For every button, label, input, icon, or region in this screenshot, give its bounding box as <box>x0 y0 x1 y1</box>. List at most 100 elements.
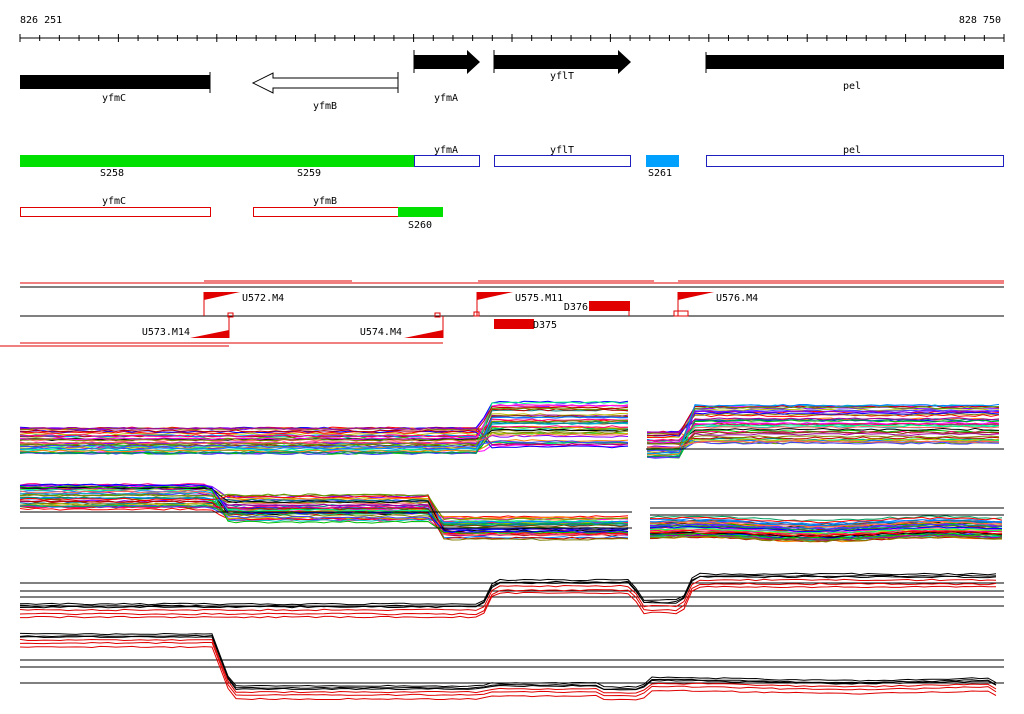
profile-line <box>649 535 1003 543</box>
summary-line <box>19 635 997 691</box>
gene-pel[interactable]: pel <box>705 52 1004 92</box>
feature-track: U572.M4 U573.M14 U574.M4 U575.M11 U576.M… <box>0 280 1004 347</box>
segment-S260[interactable] <box>398 207 443 217</box>
profile-line <box>646 406 999 449</box>
profile-line <box>19 403 629 441</box>
gene-box-yfmC[interactable] <box>20 207 211 217</box>
promoter-U576[interactable]: U576.M4 <box>673 292 758 317</box>
profile-line <box>646 417 1000 434</box>
gene-box-pel[interactable] <box>706 155 1004 167</box>
gene-yflT[interactable]: yflT <box>493 50 631 82</box>
summary-line <box>19 634 997 690</box>
expression-panel-minus-summary <box>19 632 1004 701</box>
profile-line <box>646 431 1000 451</box>
gene-box-label: pel <box>843 145 861 156</box>
profile-line <box>19 421 629 455</box>
segment-track-minus: yfmC yfmB S260 <box>20 196 443 231</box>
ruler-end-label: 828 750 <box>959 15 1001 26</box>
profile-line <box>19 419 629 446</box>
coordinate-ruler: 826 251 828 750 <box>19 15 1005 42</box>
gene-box-label: yfmA <box>434 145 458 156</box>
summary-line <box>19 582 997 616</box>
profile-line <box>649 527 1003 534</box>
segment-track-plus: S258 S259 S261 yfmA yflT pel <box>20 145 1004 179</box>
profile-line <box>646 441 1000 452</box>
gene-yfmB[interactable]: yfmB <box>251 72 399 112</box>
gene-box-yfmA[interactable] <box>414 155 480 167</box>
profile-line <box>19 495 629 535</box>
gene-yfmA[interactable]: yfmA <box>413 50 480 104</box>
feature-label: U575.M11 <box>515 293 563 304</box>
profile-line <box>649 520 1003 528</box>
expression-panel-plus-multicolor <box>19 400 1004 459</box>
profile-line <box>19 426 629 446</box>
profile-line <box>650 516 1003 524</box>
profile-line <box>646 427 1000 445</box>
profile-line <box>19 486 629 533</box>
segment-S261[interactable] <box>646 155 679 167</box>
gene-label: yfmA <box>434 93 458 104</box>
segment-label: S258 <box>100 168 124 179</box>
profile-line <box>647 408 1000 439</box>
terminator-D376[interactable]: D376 <box>564 301 630 316</box>
gene-box-yflT[interactable] <box>494 155 631 167</box>
segment-label: S260 <box>408 220 432 231</box>
summary-line <box>19 574 997 608</box>
profile-line <box>19 433 629 445</box>
ruler-start-label: 826 251 <box>20 15 62 26</box>
profile-line <box>19 418 629 438</box>
feature-label: U576.M4 <box>716 293 758 304</box>
profile-line <box>19 416 629 451</box>
expression-panel-plus-summary <box>19 572 1004 619</box>
feature-label: U574.M4 <box>360 327 402 338</box>
gene-box-label: yflT <box>550 145 574 156</box>
profile-line <box>19 483 629 533</box>
gene-label: yflT <box>550 71 574 82</box>
profile-line <box>19 496 629 527</box>
profile-line <box>646 438 1000 453</box>
gene-box-yfmB[interactable] <box>253 207 399 217</box>
feature-label: D375 <box>533 320 557 331</box>
summary-line <box>19 572 997 606</box>
expression-panel-minus-multicolor <box>19 483 1004 543</box>
terminator-D375[interactable]: D375 <box>494 319 557 331</box>
profile-line <box>646 424 1000 451</box>
gene-track-top: yfmC yfmB yfmA yflT pel <box>20 50 1004 112</box>
profile-line <box>646 410 1000 449</box>
profile-line <box>19 493 629 541</box>
profile-line <box>646 411 1000 437</box>
segment-S258-S259[interactable] <box>20 155 414 167</box>
summary-line <box>19 575 997 609</box>
profile-line <box>649 529 1003 537</box>
profile-line <box>649 532 1003 540</box>
gene-yfmC[interactable]: yfmC <box>20 72 211 104</box>
promoter-U572[interactable]: U572.M4 <box>203 292 284 318</box>
profile-line <box>19 440 629 448</box>
gene-label: pel <box>843 81 861 92</box>
profile-line <box>646 432 1000 454</box>
gene-label: yfmB <box>313 101 337 112</box>
feature-label: U572.M4 <box>242 293 284 304</box>
profile-line <box>646 440 1000 449</box>
profile-line <box>19 507 629 521</box>
segment-label: S261 <box>648 168 672 179</box>
segment-label: S259 <box>297 168 321 179</box>
summary-line <box>19 632 997 689</box>
profile-line <box>20 430 628 442</box>
gene-box-label: yfmB <box>313 196 337 207</box>
profile-line <box>19 406 629 433</box>
profile-line <box>19 490 629 536</box>
profile-line <box>649 522 1003 530</box>
profile-line <box>649 525 1003 533</box>
summary-line <box>19 578 997 612</box>
promoter-U573[interactable]: U573.M14 <box>142 316 230 338</box>
feature-label: U573.M14 <box>142 327 190 338</box>
profile-line <box>646 435 1000 445</box>
promoter-U575[interactable]: U575.M11 <box>473 292 563 317</box>
summary-line <box>19 645 997 701</box>
feature-label: D376 <box>564 302 588 313</box>
summary-line <box>20 585 997 619</box>
promoter-U574[interactable]: U574.M4 <box>360 312 444 338</box>
gene-label: yfmC <box>102 93 126 104</box>
